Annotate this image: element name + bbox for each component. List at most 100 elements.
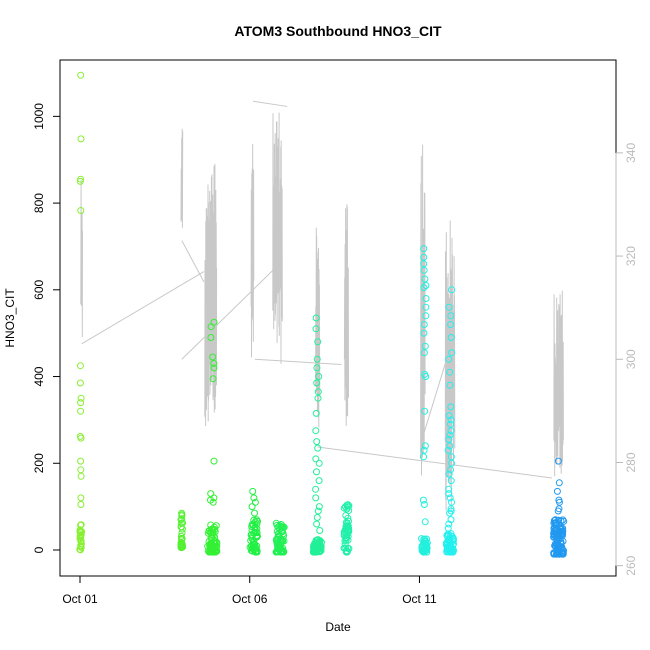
data-point [77, 457, 85, 465]
data-point [445, 470, 453, 478]
data-point [207, 529, 214, 537]
data-point [250, 494, 258, 502]
data-point [209, 375, 217, 383]
data-point [273, 548, 281, 556]
data-point [421, 518, 429, 526]
data-point [446, 368, 454, 376]
data-point [447, 416, 455, 424]
data-point [448, 498, 455, 506]
data-point [447, 403, 455, 411]
data-point [446, 431, 454, 439]
data-point [344, 503, 352, 511]
data-point [209, 548, 217, 556]
data-point [422, 295, 430, 302]
data-point [446, 442, 454, 450]
data-point [277, 548, 285, 556]
data-point [550, 532, 558, 539]
data-point [553, 550, 561, 558]
trace-connector [181, 266, 278, 360]
data-point [314, 444, 322, 452]
data-point [251, 498, 259, 506]
data-point [421, 275, 429, 283]
data-point [209, 353, 217, 361]
data-point [344, 527, 352, 535]
data-point [207, 323, 215, 331]
data-point [279, 530, 287, 538]
data-point [448, 459, 456, 467]
data-point [445, 355, 453, 363]
data-point [560, 517, 568, 525]
data-point [251, 509, 258, 517]
trace-burst [180, 128, 184, 228]
trace-burst [272, 112, 283, 364]
data-point [445, 485, 453, 493]
data-point [421, 442, 429, 450]
data-point [445, 412, 453, 420]
data-point [420, 446, 428, 454]
data-point [556, 498, 563, 506]
data-point [207, 544, 215, 552]
data-point [77, 521, 85, 529]
data-point [280, 537, 288, 545]
data-point [553, 525, 561, 533]
data-point [312, 314, 320, 322]
data-point [443, 531, 451, 539]
secondary-trace [80, 100, 564, 511]
data-point [446, 509, 454, 517]
y-tick-label: 0 [32, 546, 46, 553]
data-point [209, 498, 217, 506]
data-point [253, 525, 261, 533]
data-point [314, 338, 322, 346]
data-point [447, 321, 455, 328]
data-point [77, 472, 85, 480]
trace-burst [315, 227, 321, 428]
trace-burst [343, 204, 349, 426]
secondary-y-axis: 260 280 300 320 340 [615, 143, 638, 576]
data-point [207, 334, 215, 341]
plot-frame [59, 59, 617, 577]
data-point [445, 303, 453, 311]
data-point [420, 501, 428, 508]
data-point [423, 539, 431, 547]
data-point [316, 541, 324, 549]
data-point [313, 379, 321, 387]
data-point [249, 542, 257, 550]
data-point [313, 355, 321, 363]
data-point [317, 542, 325, 550]
data-point [447, 477, 455, 485]
data-point [313, 520, 321, 528]
data-point [559, 516, 567, 524]
chart-title: ATOM3 Southbound HNO3_CIT [234, 23, 442, 39]
data-point [448, 349, 456, 357]
secondary-y-tick-label: 300 [624, 349, 638, 369]
data-point [77, 434, 85, 442]
data-point [447, 516, 455, 524]
data-point [420, 266, 428, 274]
y-axis-label: HNO3_CIT [3, 288, 17, 348]
data-point [313, 364, 321, 372]
data-point [310, 547, 318, 555]
data-point [554, 457, 562, 465]
data-point [77, 394, 85, 402]
data-point [420, 453, 428, 461]
data-point [77, 399, 85, 407]
data-point [420, 349, 428, 357]
data-point [77, 207, 85, 214]
data-point [447, 530, 455, 538]
data-point [76, 545, 84, 553]
data-point [212, 548, 220, 556]
data-point [555, 516, 563, 524]
secondary-y-tick-label: 320 [624, 246, 638, 266]
data-point [312, 427, 320, 435]
data-point [313, 514, 321, 521]
data-point [77, 135, 85, 143]
data-point [77, 466, 85, 474]
data-point [312, 494, 320, 502]
trace-connector [254, 358, 342, 365]
x-tick-label: Oct 01 [62, 592, 98, 606]
data-point [445, 520, 453, 528]
data-point [252, 548, 260, 556]
trace-burst [80, 179, 83, 338]
data-point [210, 457, 218, 465]
